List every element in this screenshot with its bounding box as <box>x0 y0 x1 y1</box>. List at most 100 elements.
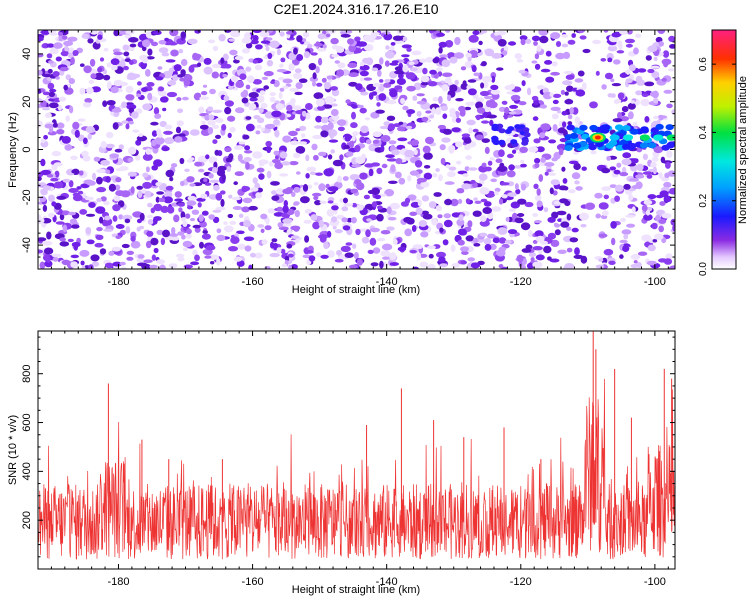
spectrogram-point <box>296 54 304 61</box>
spectrogram-point <box>121 120 129 124</box>
spectrogram-point <box>72 121 80 130</box>
spectrogram-point <box>266 37 273 41</box>
spectrogram-x-tick-0: -180 <box>107 30 129 288</box>
spectrogram-point <box>644 116 650 123</box>
spectrogram-point <box>313 195 319 201</box>
spectrogram-point <box>44 123 55 129</box>
spectrogram-x-tick-minor <box>50 30 669 269</box>
spectrogram-point <box>530 257 535 262</box>
spectrogram-point <box>611 32 621 38</box>
spectrogram-point <box>128 37 139 43</box>
spectrogram-point <box>194 54 201 61</box>
spectrogram-point <box>146 230 154 237</box>
spectrogram-point <box>90 254 100 262</box>
spectrogram-point <box>127 146 137 155</box>
spectrogram-point <box>228 38 236 42</box>
spectrogram-point <box>423 152 433 160</box>
spectrogram-point <box>370 32 377 40</box>
spectrogram-point <box>312 81 316 87</box>
spectrogram-point <box>568 160 579 165</box>
spectrogram-point <box>38 217 45 224</box>
spectrogram-point <box>475 114 481 121</box>
spectrogram-point <box>511 149 517 154</box>
spectrogram-point <box>59 66 69 72</box>
spectrogram-point <box>209 254 220 260</box>
spectrogram-point <box>506 153 514 159</box>
spectrogram-point <box>147 219 154 225</box>
spectrogram-point <box>153 107 160 115</box>
spectrogram-point <box>269 40 280 49</box>
spectrogram-point <box>331 216 337 223</box>
spectrogram-point <box>254 64 263 71</box>
spectrogram-point <box>651 222 658 230</box>
spectrogram-x-tick-1: -160 <box>242 30 264 288</box>
spectrogram-point <box>609 166 617 171</box>
spectrogram-point <box>601 167 611 174</box>
spectrogram-point <box>215 192 223 201</box>
signal-point <box>572 142 582 149</box>
signal-point <box>491 135 499 141</box>
spectrogram-point <box>250 187 259 192</box>
spectrogram-point <box>204 182 212 186</box>
spectrogram-point <box>39 261 46 269</box>
spectrogram-point <box>455 98 464 102</box>
spectrogram-point <box>153 247 159 254</box>
spectrogram-point <box>278 77 285 81</box>
spectrogram-point <box>387 123 396 131</box>
spectrogram-point <box>64 144 73 151</box>
spectrogram-point <box>315 98 325 107</box>
spectrogram-point <box>547 216 556 223</box>
spectrogram-point <box>617 40 623 48</box>
spectrogram-point <box>556 143 567 151</box>
spectrogram-point <box>157 90 168 97</box>
spectrogram-point <box>254 252 263 259</box>
spectrogram-point <box>520 222 531 231</box>
spectrogram-point <box>182 247 189 251</box>
spectrogram-point <box>216 168 226 177</box>
spectrogram-point <box>646 174 653 179</box>
spectrogram-point <box>340 245 351 253</box>
spectrogram-point <box>377 205 383 210</box>
spectrogram-point <box>311 143 318 151</box>
spectrogram-point <box>479 220 490 227</box>
spectrogram-point <box>226 166 232 172</box>
spectrogram-point <box>177 256 185 262</box>
spectrogram-point <box>520 159 525 164</box>
colorbar-tick-0: 0.0 <box>698 262 736 276</box>
spectrogram-point <box>379 125 390 130</box>
spectrogram-point <box>366 218 372 222</box>
spectrogram-point <box>85 227 92 235</box>
spectrogram-point <box>442 72 453 78</box>
spectrogram-point <box>151 41 158 47</box>
spectrogram-point <box>557 249 567 254</box>
spectrogram-point <box>479 232 488 237</box>
spectrogram-point <box>211 71 219 79</box>
spectrogram-point <box>243 157 252 162</box>
spectrogram-point <box>230 236 240 245</box>
spectrogram-point <box>162 107 167 112</box>
spectrogram-point <box>157 133 163 138</box>
spectrogram-point <box>241 37 252 44</box>
spectrogram-point <box>402 105 409 111</box>
spectrogram-point <box>313 92 324 100</box>
spectrogram-point <box>155 76 164 81</box>
spectrogram-point <box>394 40 405 44</box>
spectrogram-point <box>147 92 153 101</box>
spectrogram-point <box>159 264 166 269</box>
spectrogram-point <box>183 74 193 82</box>
spectrogram-point <box>404 149 415 158</box>
spectrogram-point <box>181 234 186 240</box>
spectrogram-point <box>140 61 147 70</box>
spectrogram-point <box>68 180 74 188</box>
spectrogram-point <box>439 54 449 58</box>
spectrogram-point <box>125 94 135 101</box>
spectrogram-point <box>104 262 114 269</box>
spectrogram-point <box>527 229 533 238</box>
spectrogram-point <box>601 186 612 191</box>
spectrogram-point <box>70 155 78 160</box>
spectrogram-point <box>630 254 640 260</box>
spectrogram-point <box>234 171 244 177</box>
spectrogram-point <box>259 90 266 96</box>
spectrogram-point <box>567 39 576 45</box>
spectrogram-point <box>328 30 336 34</box>
